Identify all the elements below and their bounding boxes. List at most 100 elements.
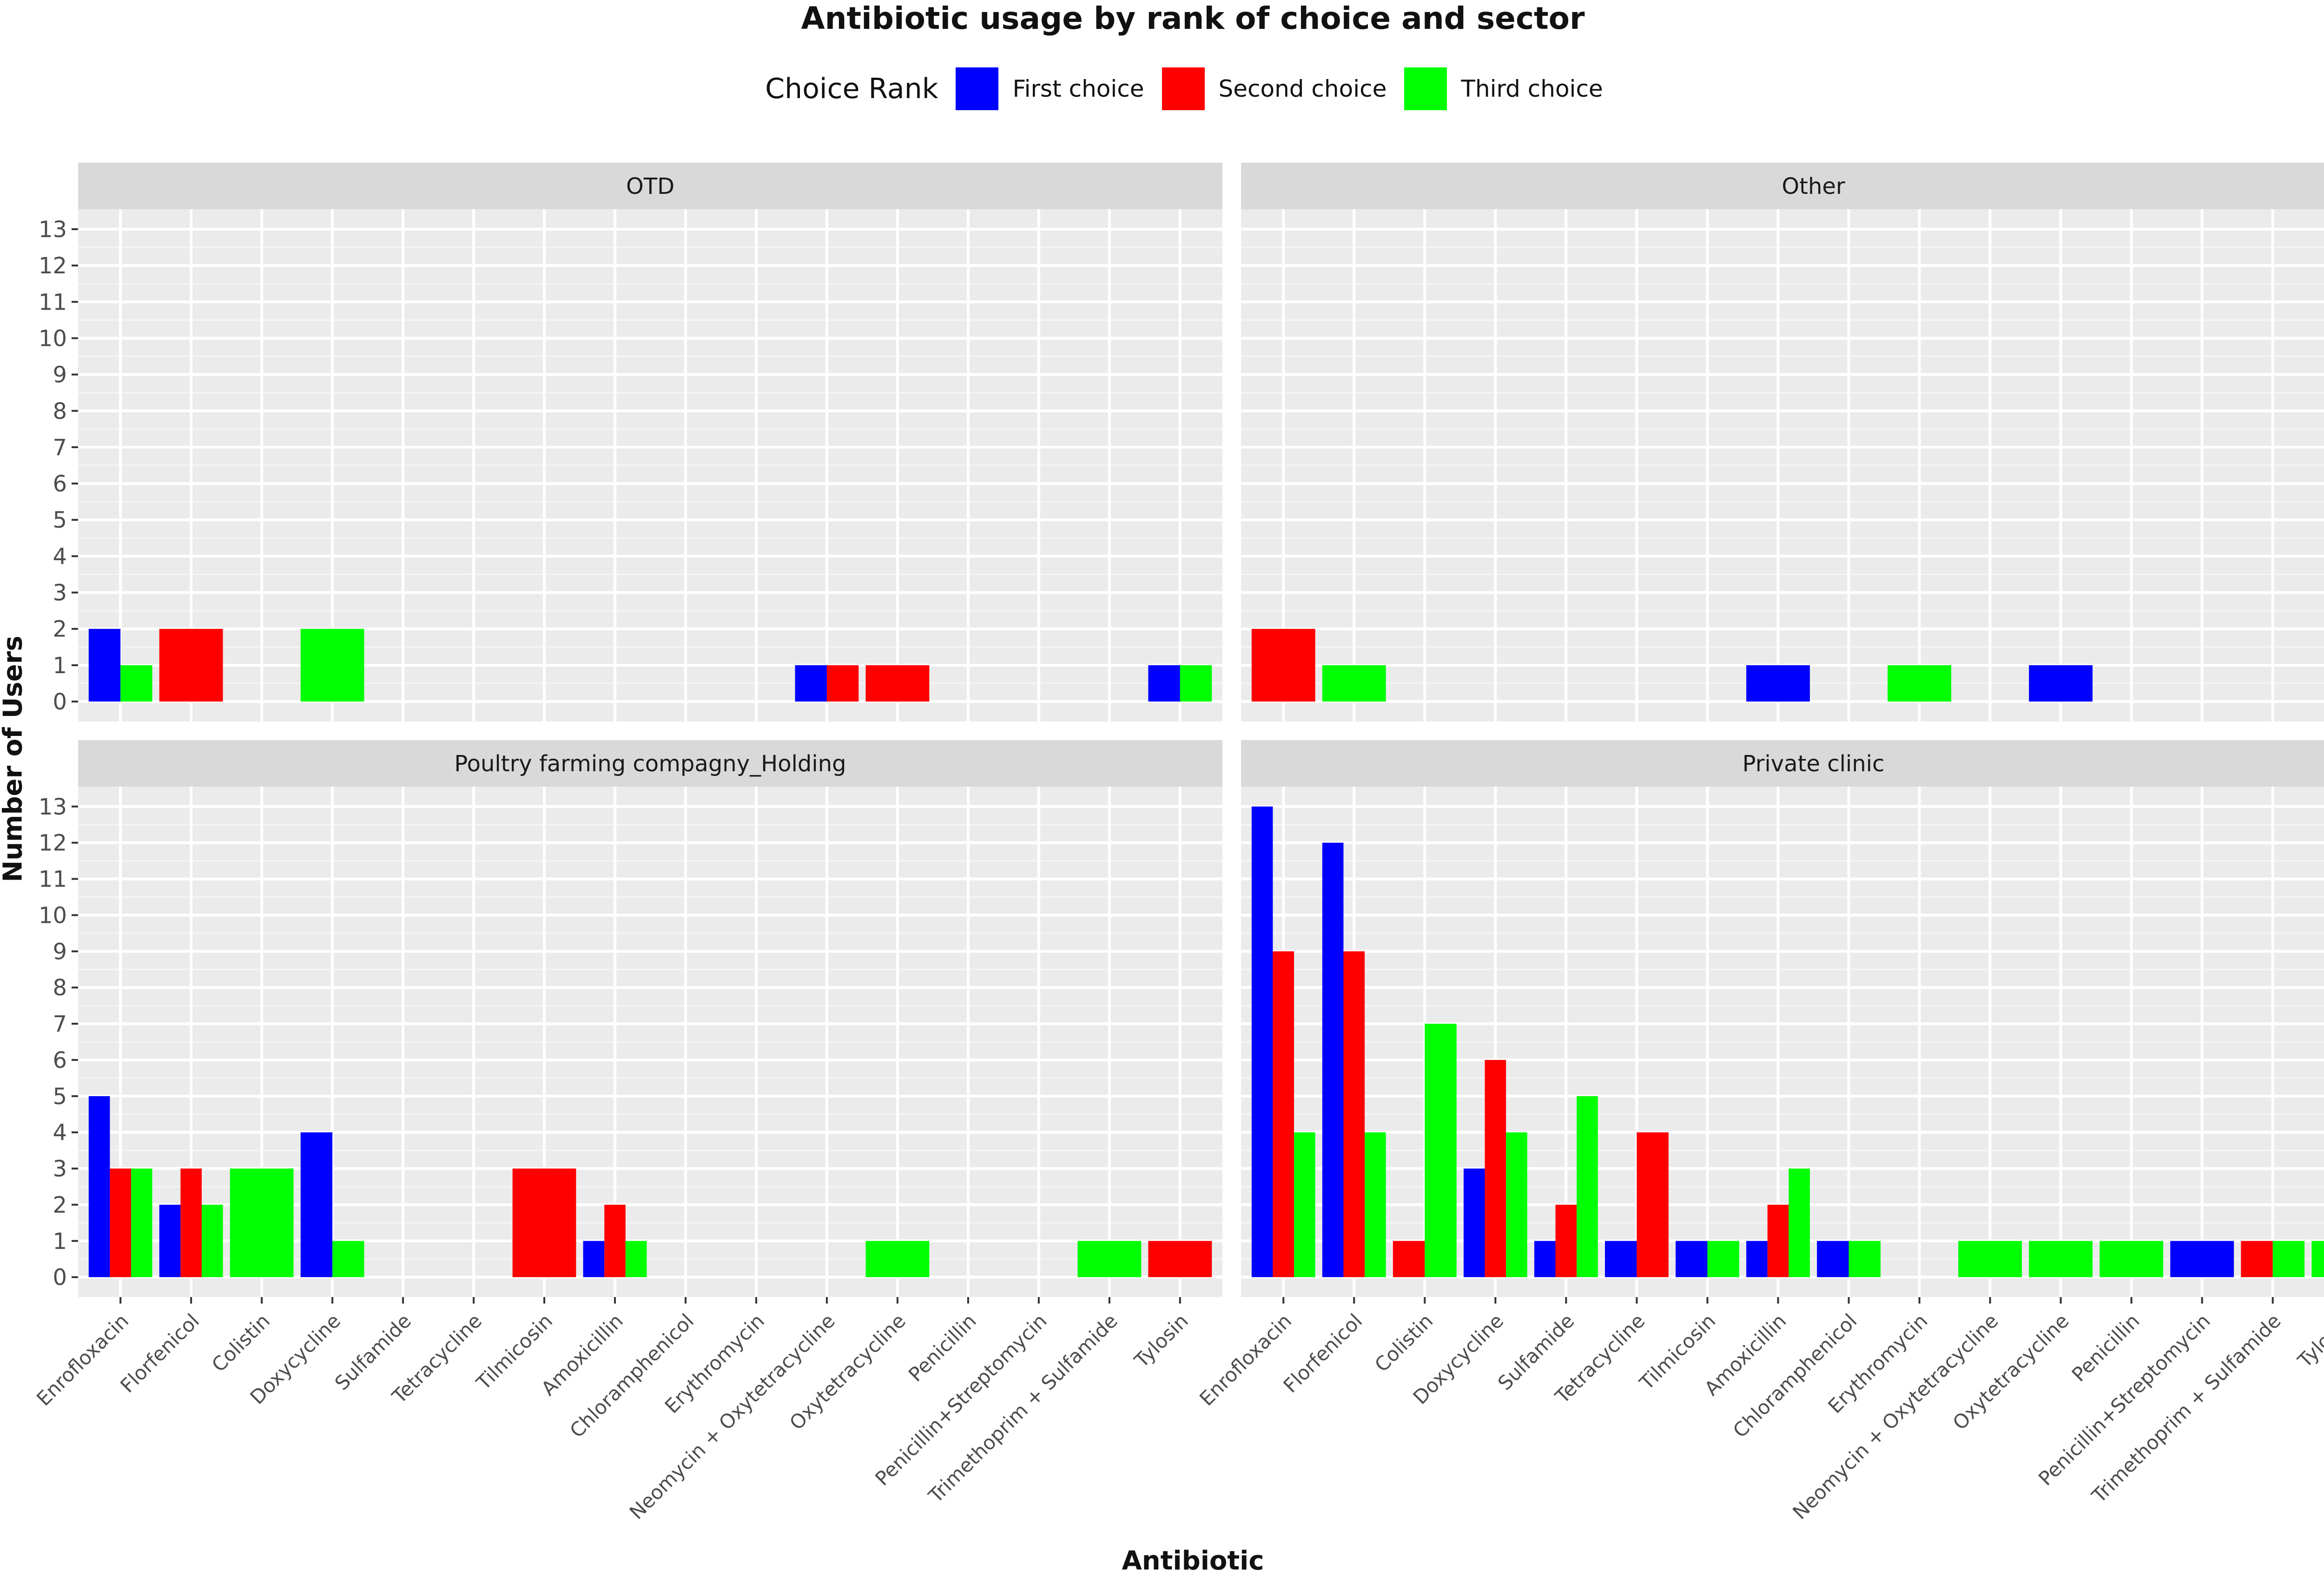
bar-private-clinic-doxycycline-second-choice [1485,1059,1506,1278]
bar-poultry-farming-compagny-holding-enrofloxacin-second-choice [110,1168,131,1278]
y-tick-label-poultry-farming-compagny-holding: 5 [53,1084,67,1110]
legend-title: Choice Rank [765,73,938,105]
legend-key-second-choice [1162,67,1205,110]
bar-poultry-farming-compagny-holding-amoxicillin-second-choice [604,1205,626,1278]
bar-private-clinic-chloramphenicol-first-choice [1817,1241,1849,1278]
facet-strip-other [1241,163,2324,209]
facet-strip-private-clinic [1241,740,2324,787]
y-tick-label-poultry-farming-compagny-holding: 0 [53,1265,67,1291]
bar-private-clinic-penicillin-streptomycin-first-choice [2170,1241,2234,1278]
y-tick-label-otd: 11 [39,289,67,315]
y-tick-label-otd: 12 [39,253,67,279]
y-tick-label-otd: 3 [53,580,67,606]
bar-private-clinic-enrofloxacin-third-choice [1294,1132,1315,1278]
bar-private-clinic-sulfamide-first-choice [1534,1241,1556,1278]
y-tick-label-otd: 8 [53,398,67,424]
bar-otd-neomycin-oxytetracycline-second-choice [826,665,859,702]
bar-otd-oxytetracycline-second-choice [865,665,930,702]
y-tick-label-poultry-farming-compagny-holding: 12 [39,830,67,856]
bar-otd-florfenicol-second-choice [159,629,223,702]
bar-private-clinic-trimethoprim-sulfamide-third-choice [2272,1241,2305,1278]
bar-private-clinic-sulfamide-second-choice [1555,1205,1577,1278]
bar-private-clinic-neomycin-oxytetracycline-third-choice [1958,1241,2022,1278]
bar-private-clinic-amoxicillin-first-choice [1746,1241,1768,1278]
bar-other-amoxicillin-first-choice [1746,665,1810,702]
bar-poultry-farming-compagny-holding-enrofloxacin-first-choice [88,1096,110,1278]
bar-private-clinic-colistin-second-choice [1393,1241,1425,1278]
y-tick-label-poultry-farming-compagny-holding: 4 [53,1120,67,1146]
legend: Choice Rank First choice Second choice T… [0,67,2324,110]
x-tick-label-private-clinic: Enrofloxacin [1195,1309,1296,1410]
bar-private-clinic-tetracycline-second-choice [1637,1132,1669,1278]
bar-poultry-farming-compagny-holding-trimethoprim-sulfamide-third-choice [1077,1241,1142,1278]
bar-otd-enrofloxacin-first-choice [88,629,121,702]
bar-private-clinic-doxycycline-first-choice [1463,1168,1485,1278]
bar-other-oxytetracycline-first-choice [2029,665,2093,702]
bar-private-clinic-florfenicol-second-choice [1343,951,1365,1278]
facet-title-private-clinic: Private clinic [1743,751,1885,777]
bar-private-clinic-tilmicosin-first-choice [1676,1241,1708,1278]
bar-other-florfenicol-third-choice [1322,665,1386,702]
y-tick-label-poultry-farming-compagny-holding: 13 [39,794,67,820]
y-tick-label-otd: 9 [53,362,67,388]
bar-private-clinic-tylosin-third-choice [2311,1241,2324,1278]
x-tick-label-private-clinic: Oxytetracycline [1948,1309,2073,1434]
bar-private-clinic-penicillin-third-choice [2100,1241,2164,1278]
legend-item-second-choice: Second choice [1162,67,1386,110]
bar-otd-tylosin-third-choice [1180,665,1212,702]
bar-private-clinic-tetracycline-first-choice [1604,1241,1637,1278]
y-tick-label-poultry-farming-compagny-holding: 2 [53,1192,67,1218]
bar-poultry-farming-compagny-holding-enrofloxacin-third-choice [131,1168,152,1278]
bar-poultry-farming-compagny-holding-florfenicol-first-choice [159,1205,181,1278]
facet-strip-poultry-farming-compagny-holding [78,740,1222,787]
y-tick-label-poultry-farming-compagny-holding: 7 [53,1011,67,1037]
bar-poultry-farming-compagny-holding-oxytetracycline-third-choice [865,1241,930,1278]
legend-key-first-choice [956,67,999,110]
y-tick-label-otd: 7 [53,435,67,461]
y-tick-label-otd: 1 [53,653,67,679]
bar-private-clinic-sulfamide-third-choice [1577,1096,1598,1278]
x-axis-label: Antibiotic [1122,1546,1264,1576]
legend-label-first-choice: First choice [1012,75,1144,102]
facet-title-poultry-farming-compagny-holding: Poultry farming compagny_Holding [454,751,846,777]
y-tick-label-otd: 2 [53,616,67,642]
bar-otd-enrofloxacin-third-choice [120,665,152,702]
bar-poultry-farming-compagny-holding-tylosin-second-choice [1148,1241,1212,1278]
legend-key-third-choice [1404,67,1447,110]
y-axis-label: Number of Users [0,636,28,882]
y-tick-label-poultry-farming-compagny-holding: 3 [53,1156,67,1182]
bar-other-erythromycin-third-choice [1888,665,1951,702]
x-tick-label-poultry-farming-compagny-holding: Tylosin [1129,1309,1192,1372]
y-tick-label-poultry-farming-compagny-holding: 10 [39,902,67,928]
x-tick-label-poultry-farming-compagny-holding: Penicillin [904,1309,981,1386]
y-tick-label-otd: 5 [53,507,67,533]
bar-private-clinic-doxycycline-third-choice [1506,1132,1527,1278]
x-tick-label-poultry-farming-compagny-holding: Enrofloxacin [32,1309,133,1410]
bar-private-clinic-chloramphenicol-third-choice [1849,1241,1881,1278]
y-tick-label-otd: 13 [39,217,67,243]
bar-poultry-farming-compagny-holding-amoxicillin-third-choice [625,1241,647,1278]
x-tick-label-poultry-farming-compagny-holding: Oxytetracycline [785,1309,910,1434]
bar-private-clinic-florfenicol-third-choice [1365,1132,1386,1278]
chart-title: Antibiotic usage by rank of choice and s… [801,0,1585,36]
x-tick-label-private-clinic: Chloramphenicol [1729,1309,1862,1442]
bar-otd-neomycin-oxytetracycline-first-choice [795,665,827,702]
y-tick-label-poultry-farming-compagny-holding: 8 [53,975,67,1001]
bar-private-clinic-tilmicosin-third-choice [1707,1241,1739,1278]
y-tick-label-otd: 0 [53,689,67,715]
bar-other-enrofloxacin-second-choice [1251,629,1315,702]
x-tick-label-poultry-farming-compagny-holding: Colistin [207,1309,274,1376]
y-tick-label-poultry-farming-compagny-holding: 1 [53,1228,67,1254]
x-tick-label-poultry-farming-compagny-holding: Chloramphenicol [565,1309,698,1442]
y-tick-label-otd: 6 [53,471,67,497]
bar-poultry-farming-compagny-holding-florfenicol-second-choice [180,1168,202,1278]
bar-poultry-farming-compagny-holding-florfenicol-third-choice [201,1205,223,1278]
x-tick-label-private-clinic: Colistin [1370,1309,1437,1376]
bar-private-clinic-trimethoprim-sulfamide-second-choice [2241,1241,2273,1278]
legend-item-third-choice: Third choice [1404,67,1603,110]
facet-title-other: Other [1782,173,1845,199]
bar-private-clinic-oxytetracycline-third-choice [2029,1241,2093,1278]
bar-poultry-farming-compagny-holding-amoxicillin-first-choice [583,1241,605,1278]
y-tick-label-poultry-farming-compagny-holding: 11 [39,867,67,893]
